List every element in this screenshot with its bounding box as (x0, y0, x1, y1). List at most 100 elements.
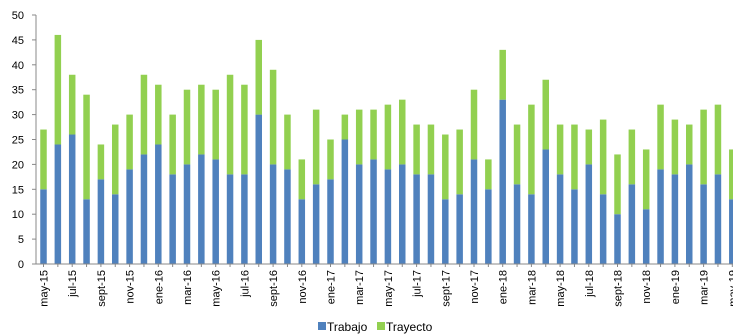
bar-trayecto (442, 134, 449, 200)
bar-trabajo (671, 174, 679, 264)
legend-swatch-trabajo (318, 322, 326, 330)
bar-trayecto (241, 84, 248, 175)
bar-trabajo (499, 99, 506, 264)
x-tick-label: may-19 (727, 270, 733, 307)
bar-trabajo (384, 169, 392, 264)
bar-trayecto (212, 89, 219, 160)
y-tick-label: 50 (12, 10, 24, 22)
x-tick-label: may-16 (211, 270, 223, 307)
x-tick-label: ene-18 (498, 270, 510, 304)
bar-trayecto (298, 159, 306, 200)
bar-trayecto (384, 104, 392, 170)
bar-trabajo (226, 174, 234, 264)
x-tick-label: sept-17 (440, 270, 452, 307)
x-tick-label: sept-16 (268, 270, 280, 307)
y-tick-label: 5 (18, 234, 24, 246)
x-axis: may-15 jul-15 sept-15 nov-15 ene-16 mar-16 may… (36, 263, 733, 307)
bar-trabajo (413, 174, 420, 264)
x-tick-label: mar-18 (526, 270, 538, 305)
bar-trayecto (370, 109, 377, 160)
bar-trabajo (140, 154, 148, 264)
bar-trayecto (528, 104, 535, 195)
bar-trabajo (456, 194, 463, 264)
bar-trabajo (68, 134, 76, 264)
bar-trabajo (628, 184, 636, 264)
bar-trayecto (284, 114, 291, 170)
bar-trabajo (126, 169, 133, 264)
bar-trabajo (341, 139, 349, 264)
x-tick-label: mar-17 (354, 270, 366, 305)
bar-trabajo (614, 214, 621, 264)
bar-trayecto (54, 34, 62, 145)
bar-trabajo (427, 174, 435, 264)
x-tick-label: nov-15 (125, 270, 137, 304)
y-tick-label: 30 (12, 110, 24, 122)
bar-trayecto (312, 109, 320, 185)
x-tick-label: jul-16 (239, 270, 251, 298)
bar-trabajo (470, 159, 478, 264)
bar-trabajo (686, 164, 693, 264)
bar-trayecto (513, 124, 521, 185)
bar-trabajo (714, 174, 722, 264)
bar-trayecto (341, 114, 349, 140)
bar-trabajo (700, 184, 707, 264)
bar-trabajo (729, 199, 733, 264)
bar-trayecto (628, 129, 636, 185)
y-tick-label: 15 (12, 184, 24, 196)
bar-trayecto (399, 99, 406, 165)
bar-trayecto (714, 104, 722, 175)
bar-trayecto (255, 39, 262, 115)
bar-trabajo (327, 179, 334, 264)
bar-trayecto (556, 124, 564, 175)
x-tick-label: sept-15 (96, 270, 108, 307)
bar-trayecto (671, 119, 679, 175)
bar-trayecto (269, 69, 277, 165)
bar-trayecto (499, 49, 506, 100)
bar-trabajo (112, 194, 119, 264)
bar-trabajo (399, 164, 406, 264)
y-tick-label: 35 (12, 85, 24, 97)
legend-label-trabajo: Trabajo (327, 320, 368, 334)
x-tick-label: jul-15 (67, 270, 79, 298)
bar-trayecto (700, 109, 707, 185)
y-tick-label: 20 (12, 159, 24, 171)
bar-trayecto (599, 119, 607, 195)
bar-trabajo (40, 189, 47, 264)
bar-trabajo (542, 149, 549, 264)
x-tick-label: mar-19 (699, 270, 711, 305)
x-tick-label: nov-18 (641, 270, 653, 304)
bar-trabajo (442, 199, 449, 264)
bar-trayecto (427, 124, 435, 175)
bar-trabajo (513, 184, 521, 264)
bar-trabajo (269, 164, 277, 264)
y-axis: 0 5 10 15 20 25 30 35 40 45 50 (12, 10, 37, 271)
legend: Trabajo Trayecto (318, 320, 433, 334)
bar-trayecto (456, 129, 463, 195)
bar-trabajo (298, 199, 306, 264)
bar-trayecto (413, 124, 420, 175)
bars-layer (40, 34, 733, 264)
bar-trayecto (97, 144, 105, 180)
x-tick-label: ene-19 (670, 270, 682, 304)
bar-trabajo (284, 169, 291, 264)
bar-trayecto (183, 89, 191, 165)
bar-trayecto (485, 159, 492, 190)
bar-trayecto (155, 84, 162, 145)
x-tick-label: nov-16 (297, 270, 309, 304)
bar-trabajo (370, 159, 377, 264)
x-tick-label: ene-16 (153, 270, 165, 304)
y-tick-label: 10 (12, 209, 24, 221)
bar-trabajo (657, 169, 664, 264)
bar-trabajo (599, 194, 607, 264)
x-tick-label: may-18 (555, 270, 567, 307)
bar-trayecto (112, 124, 119, 195)
x-tick-label: may-15 (39, 270, 51, 307)
legend-label-trayecto: Trayecto (386, 320, 433, 334)
y-tick-label: 45 (12, 35, 24, 47)
bar-trabajo (54, 144, 62, 264)
bar-trayecto (571, 124, 578, 190)
x-tick-label: sept-18 (613, 270, 625, 307)
bar-trayecto (470, 89, 478, 160)
bar-trayecto (226, 74, 234, 175)
